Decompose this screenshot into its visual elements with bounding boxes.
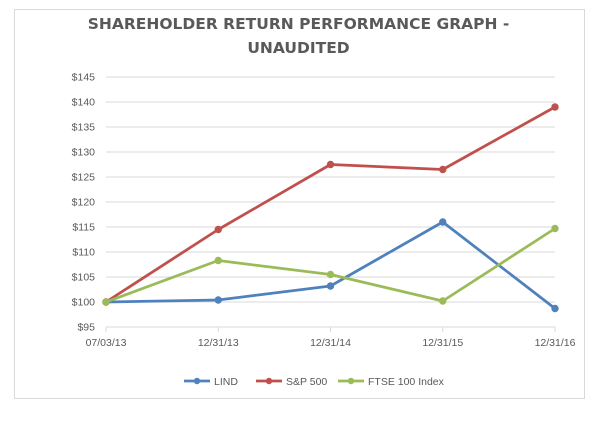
legend-label: S&P 500 [286, 376, 327, 388]
data-point-lind [214, 296, 222, 304]
y-tick-label: $115 [72, 222, 95, 234]
chart-title: SHAREHOLDER RETURN PERFORMANCE GRAPH - U… [0, 12, 597, 60]
data-point-s-p-500 [551, 103, 559, 111]
legend-swatch-marker [265, 377, 273, 385]
data-point-s-p-500 [439, 165, 447, 174]
data-point-ftse-100-index [326, 270, 335, 279]
y-axis: $95 $100 $105 $110 $115 $120 $125 $130 $135 $140 $… [72, 72, 96, 334]
legend-swatch-marker [193, 377, 201, 385]
y-tick-label: $135 [72, 122, 96, 134]
data-point-ftse-100-index [214, 256, 222, 265]
chart-frame [14, 9, 585, 399]
series-line-ftse-100-index [104, 227, 557, 304]
gridlines [106, 76, 555, 303]
series-ftse-100-index [102, 224, 559, 306]
series-layer [102, 103, 559, 313]
legend: LIND S&P 500 FTSE 100 Index [184, 376, 445, 388]
data-point-lind [439, 218, 447, 226]
legend-label: FTSE 100 Index [368, 376, 445, 388]
x-tick-label: 12/31/15 [422, 337, 463, 349]
y-tick-label: $110 [72, 247, 95, 259]
x-tick-label: 12/31/16 [535, 337, 576, 349]
data-point-ftse-100-index [439, 297, 447, 305]
data-point-ftse-100-index [102, 298, 110, 306]
data-point-lind [326, 282, 335, 290]
y-tick-label: $125 [72, 172, 96, 184]
y-tick-label: $120 [72, 197, 96, 209]
y-tick-label: $130 [72, 147, 96, 159]
data-point-s-p-500 [326, 160, 335, 169]
y-tick-label: $105 [72, 272, 96, 284]
legend-item-ftse-100-index: FTSE 100 Index [338, 376, 445, 388]
series-line-lind [104, 220, 557, 310]
data-point-lind [551, 304, 559, 313]
legend-item-s-p-500: S&P 500 [256, 376, 327, 388]
chart-title-line-1: SHAREHOLDER RETURN PERFORMANCE GRAPH - [87, 15, 510, 33]
chart-title-line-2: UNAUDITED [247, 39, 350, 57]
legend-label: LIND [214, 376, 238, 388]
series-lind [102, 218, 559, 313]
x-tick-label: 07/03/13 [86, 337, 127, 349]
y-tick-label: $140 [72, 97, 96, 109]
y-tick-label: $145 [72, 72, 96, 84]
y-tick-label: $100 [72, 297, 96, 309]
legend-item-lind: LIND [184, 376, 238, 388]
x-tick-label: 12/31/13 [198, 337, 239, 349]
data-point-s-p-500 [214, 225, 222, 234]
x-axis: 07/03/13 12/31/13 12/31/14 12/31/15 12/31/16 [86, 326, 576, 349]
y-tick-label: $95 [77, 322, 95, 334]
x-tick-label: 12/31/14 [310, 337, 351, 349]
legend-swatch-marker [347, 377, 355, 385]
data-point-ftse-100-index [551, 224, 559, 233]
